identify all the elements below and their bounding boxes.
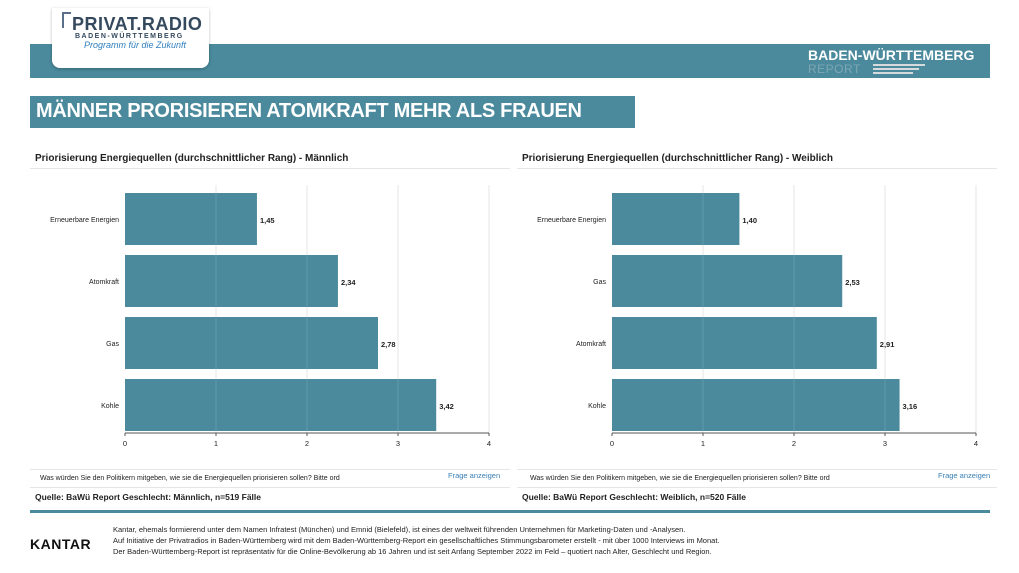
panel-divider [30, 487, 510, 488]
category-label: Gas [593, 279, 606, 286]
category-label: Kohle [101, 403, 119, 410]
data-label: 1,45 [260, 216, 275, 225]
privat-radio-logo [52, 8, 209, 68]
chart-title-female: Priorisierung Energiequellen (durchschni… [522, 153, 833, 164]
bar [125, 255, 338, 307]
headline-box [30, 96, 635, 128]
footer-line: Der Baden-Württemberg-Report ist repräse… [113, 547, 712, 556]
report-badge-title: BADEN-WÜRTTEMBERG [808, 47, 975, 63]
bar [612, 255, 843, 307]
report-badge-subtitle: REPORT [808, 62, 861, 76]
panel-divider [517, 487, 997, 488]
category-label: Atomkraft [576, 341, 606, 348]
data-label: 3,42 [439, 402, 454, 411]
category-label: Erneuerbare Energien [537, 217, 606, 224]
x-tick-label: 3 [396, 439, 400, 448]
report-badge-stripe [873, 68, 919, 70]
category-label: Kohle [588, 403, 606, 410]
bar [125, 317, 378, 369]
data-label: 2,34 [341, 278, 356, 287]
data-label: 2,78 [381, 340, 396, 349]
source-note-female: Quelle: BaWü Report Geschlecht: Weiblich… [522, 492, 746, 502]
footer-line: Kantar, ehemals formierend unter dem Nam… [113, 525, 686, 534]
panel-divider [30, 469, 510, 470]
x-tick-label: 0 [610, 439, 614, 448]
page-title: MÄNNER PRORISIEREN ATOMKRAFT MEHR ALS FR… [36, 100, 582, 122]
bar-chart-male: Erneuerbare Energien 1,45 Atomkraft 2,34 Gas… [50, 185, 491, 448]
category-label: Gas [106, 341, 119, 348]
x-tick-label: 2 [792, 439, 796, 448]
question-text-male: Was würden Sie den Politikern mitgeben, … [40, 475, 340, 482]
show-question-link-female[interactable]: Frage anzeigen [938, 471, 991, 480]
data-label: 2,91 [880, 340, 895, 349]
footer-rule [30, 510, 990, 513]
x-tick-label: 4 [487, 439, 491, 448]
bar-chart-female: Erneuerbare Energien 1,40 Gas 2,53 Atomkraft… [537, 185, 978, 448]
bar [612, 193, 740, 245]
question-text-female: Was würden Sie den Politikern mitgeben, … [530, 475, 830, 482]
category-label: Erneuerbare Energien [50, 217, 119, 224]
x-tick-label: 2 [305, 439, 309, 448]
report-badge-stripe [873, 72, 913, 74]
source-note-male: Quelle: BaWü Report Geschlecht: Männlich… [35, 492, 262, 502]
x-tick-label: 1 [214, 439, 218, 448]
x-tick-label: 1 [701, 439, 705, 448]
chart-title-male: Priorisierung Energiequellen (durchschni… [35, 153, 349, 164]
bar [612, 317, 877, 369]
bar [125, 379, 437, 431]
panel-divider [30, 168, 510, 169]
panel-divider [517, 469, 997, 470]
show-question-link-male[interactable]: Frage anzeigen [448, 471, 501, 480]
bar [125, 193, 257, 245]
kantar-logo: KANTAR [30, 536, 92, 552]
logo-tagline: Programm für die Zukunft [84, 40, 187, 50]
logo-wordmark: PRIVAT.RADIO [72, 14, 203, 34]
data-label: 3,16 [903, 402, 918, 411]
data-label: 2,53 [845, 278, 860, 287]
x-tick-label: 3 [883, 439, 887, 448]
footer-line: Auf Initiative der Privatradios in Baden… [113, 536, 720, 545]
panel-divider [517, 168, 997, 169]
logo-region: BADEN-WÜRTTEMBERG [75, 33, 184, 40]
report-badge-stripe [873, 64, 925, 66]
x-tick-label: 0 [123, 439, 127, 448]
logo-bracket-icon [62, 12, 71, 28]
data-label: 1,40 [742, 216, 757, 225]
category-label: Atomkraft [89, 279, 119, 286]
bar [612, 379, 900, 431]
x-tick-label: 4 [974, 439, 978, 448]
